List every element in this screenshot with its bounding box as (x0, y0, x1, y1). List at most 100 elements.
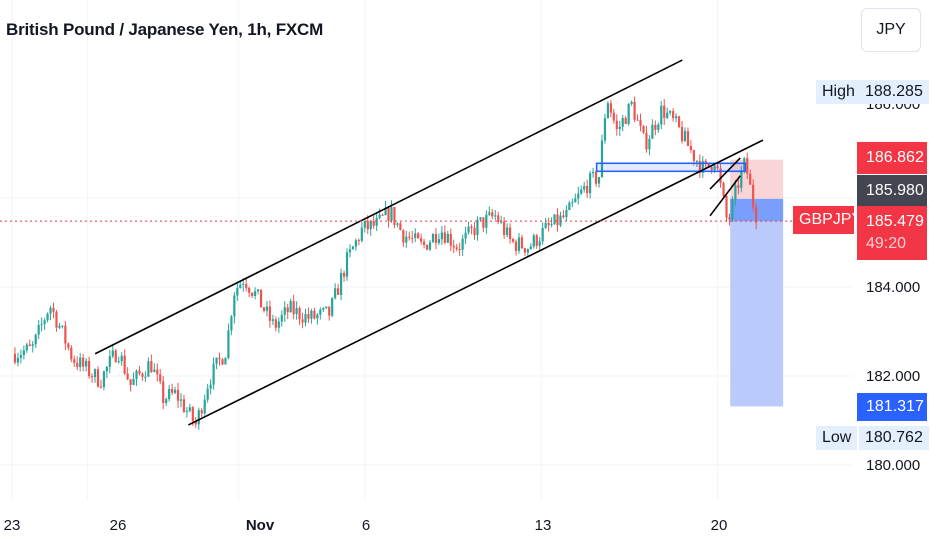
candle-body (615, 120, 618, 129)
candle-body (431, 234, 435, 243)
candle-body (597, 177, 601, 184)
candle-body (117, 361, 120, 363)
candle-body (298, 308, 301, 320)
candle-body (141, 373, 144, 377)
candle-body (79, 357, 82, 367)
candle-body (304, 313, 307, 323)
candle-body (420, 238, 423, 242)
candle-body (203, 399, 206, 414)
candle-body (90, 376, 94, 378)
candle-body (722, 182, 725, 196)
candle-body (482, 217, 485, 228)
candle-body (111, 350, 114, 357)
candle-body (271, 319, 274, 321)
candle-body (96, 369, 100, 387)
candle-body (375, 218, 378, 226)
candle-body (25, 344, 28, 351)
candle-body (680, 126, 684, 142)
candle-body (577, 193, 580, 199)
low-label: Low (816, 426, 858, 450)
candle-body (325, 306, 328, 309)
candle-body (301, 319, 304, 323)
candle-body (182, 399, 186, 413)
candle-body (93, 369, 97, 378)
candle-body (440, 232, 443, 240)
candle-body (411, 237, 414, 239)
candle-body (737, 185, 740, 188)
candle-body (236, 288, 239, 296)
candle-body (114, 350, 117, 363)
candle-body (396, 223, 399, 225)
candle-body (497, 215, 500, 223)
candle-body (529, 246, 532, 250)
candle-body (701, 160, 704, 173)
candle-body (390, 207, 393, 221)
short-position-tool (730, 159, 784, 407)
candle-body (467, 226, 470, 233)
candle-body (357, 240, 360, 242)
candles (13, 96, 758, 430)
candle-body (378, 214, 381, 219)
candle-body (85, 360, 88, 367)
currency-button[interactable]: JPY (861, 8, 921, 52)
candle-body (354, 240, 358, 247)
candle-body (488, 212, 491, 215)
candle-body (28, 344, 31, 346)
candle-body (387, 207, 390, 221)
candle-body (523, 248, 526, 253)
candle-body (606, 103, 610, 119)
candle-body (559, 215, 562, 226)
x-tick-label: 23 (3, 517, 21, 534)
candle-body (494, 215, 497, 217)
candle-body (87, 360, 91, 377)
candle-body (179, 399, 183, 401)
candle-body (393, 207, 396, 225)
candle-body (654, 124, 657, 130)
candle-body (197, 410, 200, 425)
candle-body (565, 209, 568, 218)
x-tick-label: 13 (534, 517, 552, 534)
stop-loss-tag: 186.862 (857, 142, 927, 174)
candle-body (417, 233, 420, 239)
symbol-tag: GBPJPY (793, 206, 862, 234)
candle-body (319, 309, 322, 315)
candle-body (538, 241, 541, 246)
candle-body (514, 241, 518, 251)
candle-body (657, 124, 660, 130)
candle-body (532, 235, 535, 247)
candle-body (55, 311, 58, 328)
candle-body (61, 325, 64, 327)
candle-body (618, 126, 621, 129)
candle-body (206, 388, 209, 400)
candle-body (550, 224, 553, 226)
candle-body (583, 185, 586, 190)
candle-body (402, 230, 405, 243)
candle-body (254, 291, 257, 296)
candle-body (289, 301, 292, 313)
candle-body (372, 220, 375, 226)
candle-body (686, 131, 690, 147)
candle-body (428, 242, 432, 250)
candle-body (461, 238, 464, 250)
candle-body (591, 171, 595, 174)
candle-body (268, 306, 272, 321)
candle-body (503, 221, 506, 236)
x-tick-label: 26 (109, 517, 127, 534)
candle-body (574, 198, 577, 203)
candle-body (185, 411, 189, 413)
candle-body (669, 111, 672, 113)
y-tick-label: 182.000 (866, 368, 921, 385)
candle-body (366, 220, 369, 230)
candle-body (227, 330, 230, 358)
candle-body (627, 103, 630, 124)
candle-body (508, 227, 512, 240)
candle-body (191, 407, 194, 422)
candle-body (162, 381, 165, 403)
candle-body (663, 105, 666, 118)
channel-lower-trendline (188, 139, 764, 426)
candle-body (49, 307, 52, 314)
candle-body (200, 410, 203, 414)
candle-body (633, 101, 636, 120)
last-price-value: 185.479 (866, 213, 924, 230)
